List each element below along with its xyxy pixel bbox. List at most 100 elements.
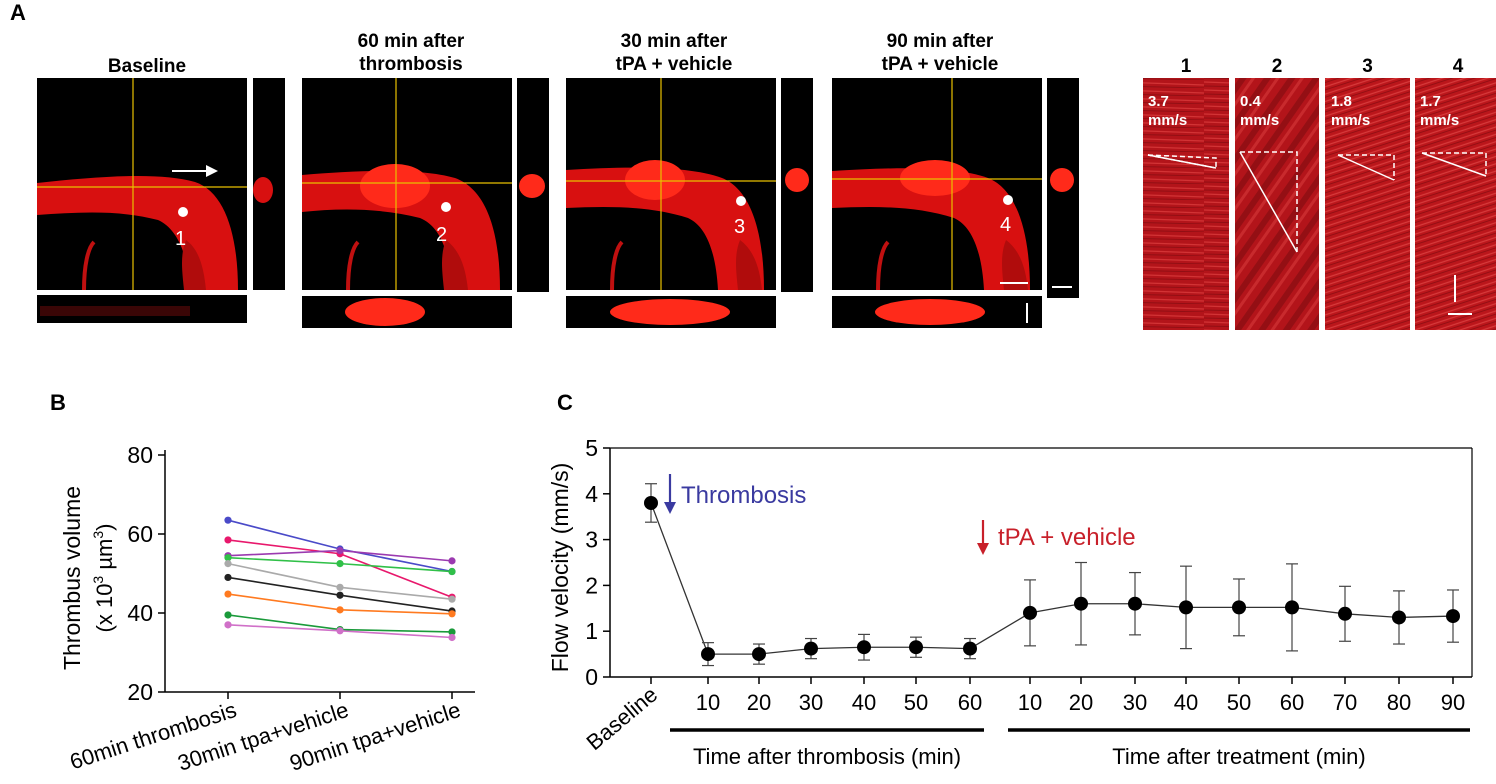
y-tick-label: 20 [127,679,153,705]
data-point [224,560,232,568]
data-point [644,495,658,510]
data-point [804,641,818,656]
x-tick-label: 90 [1441,690,1465,715]
thrombosis-arrowhead-icon [664,502,676,514]
data-point [752,647,766,662]
data-point [448,610,456,618]
point-number-3: 3 [734,216,746,238]
x-tick-label: 40 [1174,690,1198,715]
kymo-velocity-1: 3.7 mm/s [1148,93,1188,129]
data-point [224,536,232,544]
title-90min-tpa: 90 min after tPA + vehicle [881,31,999,75]
y-axis-label-part: (x 10 [92,584,117,633]
series-line [650,502,1454,655]
data-point [857,640,871,655]
kymo-velocity-2: 0.4 mm/s [1240,93,1280,129]
y-tick-label: 40 [127,600,153,626]
x-tick-label: 70 [1333,690,1357,715]
y-tick-label: 3 [585,527,598,553]
data-point [224,590,232,598]
kymograph-4 [1415,78,1496,330]
data-point [224,611,232,619]
data-point [1285,600,1299,615]
thrombosis-annotation: Thrombosis [681,482,806,509]
x-tick-label: 30 [1123,690,1147,715]
data-point [448,633,456,642]
panel-c-chart: 0 1 2 3 4 5 Flow velocity (mm/s) Baseline 10 20 30… [547,435,1473,769]
panel-b-label: B [50,390,66,415]
kymo-label-1: 1 [1180,56,1192,77]
group-label: Time after thrombosis (min) [693,744,961,769]
y-tick-label: 80 [127,442,153,468]
image-90min-tpa [832,78,1079,328]
data-point [1232,600,1246,615]
x-tick-label: 10 [1018,690,1042,715]
panel-a: A [0,0,1496,360]
image-60min-thrombosis [302,78,549,328]
data-point [224,573,232,582]
title-60min-thrombosis: 60 min after thrombosis [357,31,465,75]
data-point [1446,609,1460,624]
data-point [1128,596,1142,611]
panel-c-label: C [557,390,573,415]
x-tick-label: 20 [747,690,771,715]
y-axis-label-line2: (x 103 µm3) [90,524,117,633]
y-axis-label-superscript: 3 [90,531,106,539]
x-tick-label: Baseline [581,682,662,755]
data-point [336,560,344,568]
y-tick-label: 2 [585,572,598,598]
y-tick-label: 0 [585,664,598,690]
flow-direction-arrow-icon [206,165,218,177]
x-tick-label: 80 [1387,690,1411,715]
image-baseline [37,78,285,323]
y-tick-label: 60 [127,521,153,547]
y-axis-label-part: µm [92,539,117,576]
tpa-arrowhead-icon [977,543,989,555]
panel-a-figure [37,78,1496,330]
data-point [1338,606,1352,621]
y-tick-label: 1 [585,618,598,644]
point-number-2: 2 [436,224,448,246]
data-point [336,583,344,591]
x-tick-label: 60 [958,690,982,715]
y-tick-label: 4 [585,481,598,507]
data-point [963,641,977,656]
x-tick-label: 40 [852,690,876,715]
data-point [1023,605,1037,620]
y-axis-label-superscript: 3 [90,576,106,584]
panel-a-label: A [10,0,26,25]
y-tick-label: 5 [585,435,598,461]
title-baseline: Baseline [107,56,187,77]
kymograph-3 [1325,78,1410,330]
y-axis-label: Flow velocity (mm/s) [547,463,573,673]
data-point [336,627,344,635]
kymo-label-2: 2 [1271,56,1283,77]
data-point [448,628,456,636]
x-tick-label: 30 [799,690,823,715]
data-point [1392,610,1406,625]
data-point [224,516,232,524]
y-axis-label-part: ) [92,524,117,531]
point-number-1: 1 [175,228,187,250]
x-tick-label: 60 [1280,690,1304,715]
x-tick-label: 20 [1069,690,1093,715]
data-point [1179,600,1193,615]
data-point [336,606,344,614]
data-point [448,557,456,565]
title-30min-tpa: 30 min after tPA + vehicle [615,31,733,75]
data-point [336,546,344,555]
data-point [224,621,232,629]
x-tick-label: 50 [1227,690,1251,715]
data-point [336,591,344,599]
data-point [448,567,456,576]
point-number-4: 4 [1000,214,1012,236]
data-point [224,554,232,562]
kymograph-1 [1143,78,1229,330]
kymo-label-4: 4 [1452,56,1464,77]
x-tick-label: 50 [904,690,928,715]
group-label: Time after treatment (min) [1112,744,1365,769]
kymo-velocity-4: 1.7 mm/s [1420,93,1460,129]
x-tick-label: 10 [696,690,720,715]
y-axis-label-line1: Thrombus volume [59,486,85,670]
